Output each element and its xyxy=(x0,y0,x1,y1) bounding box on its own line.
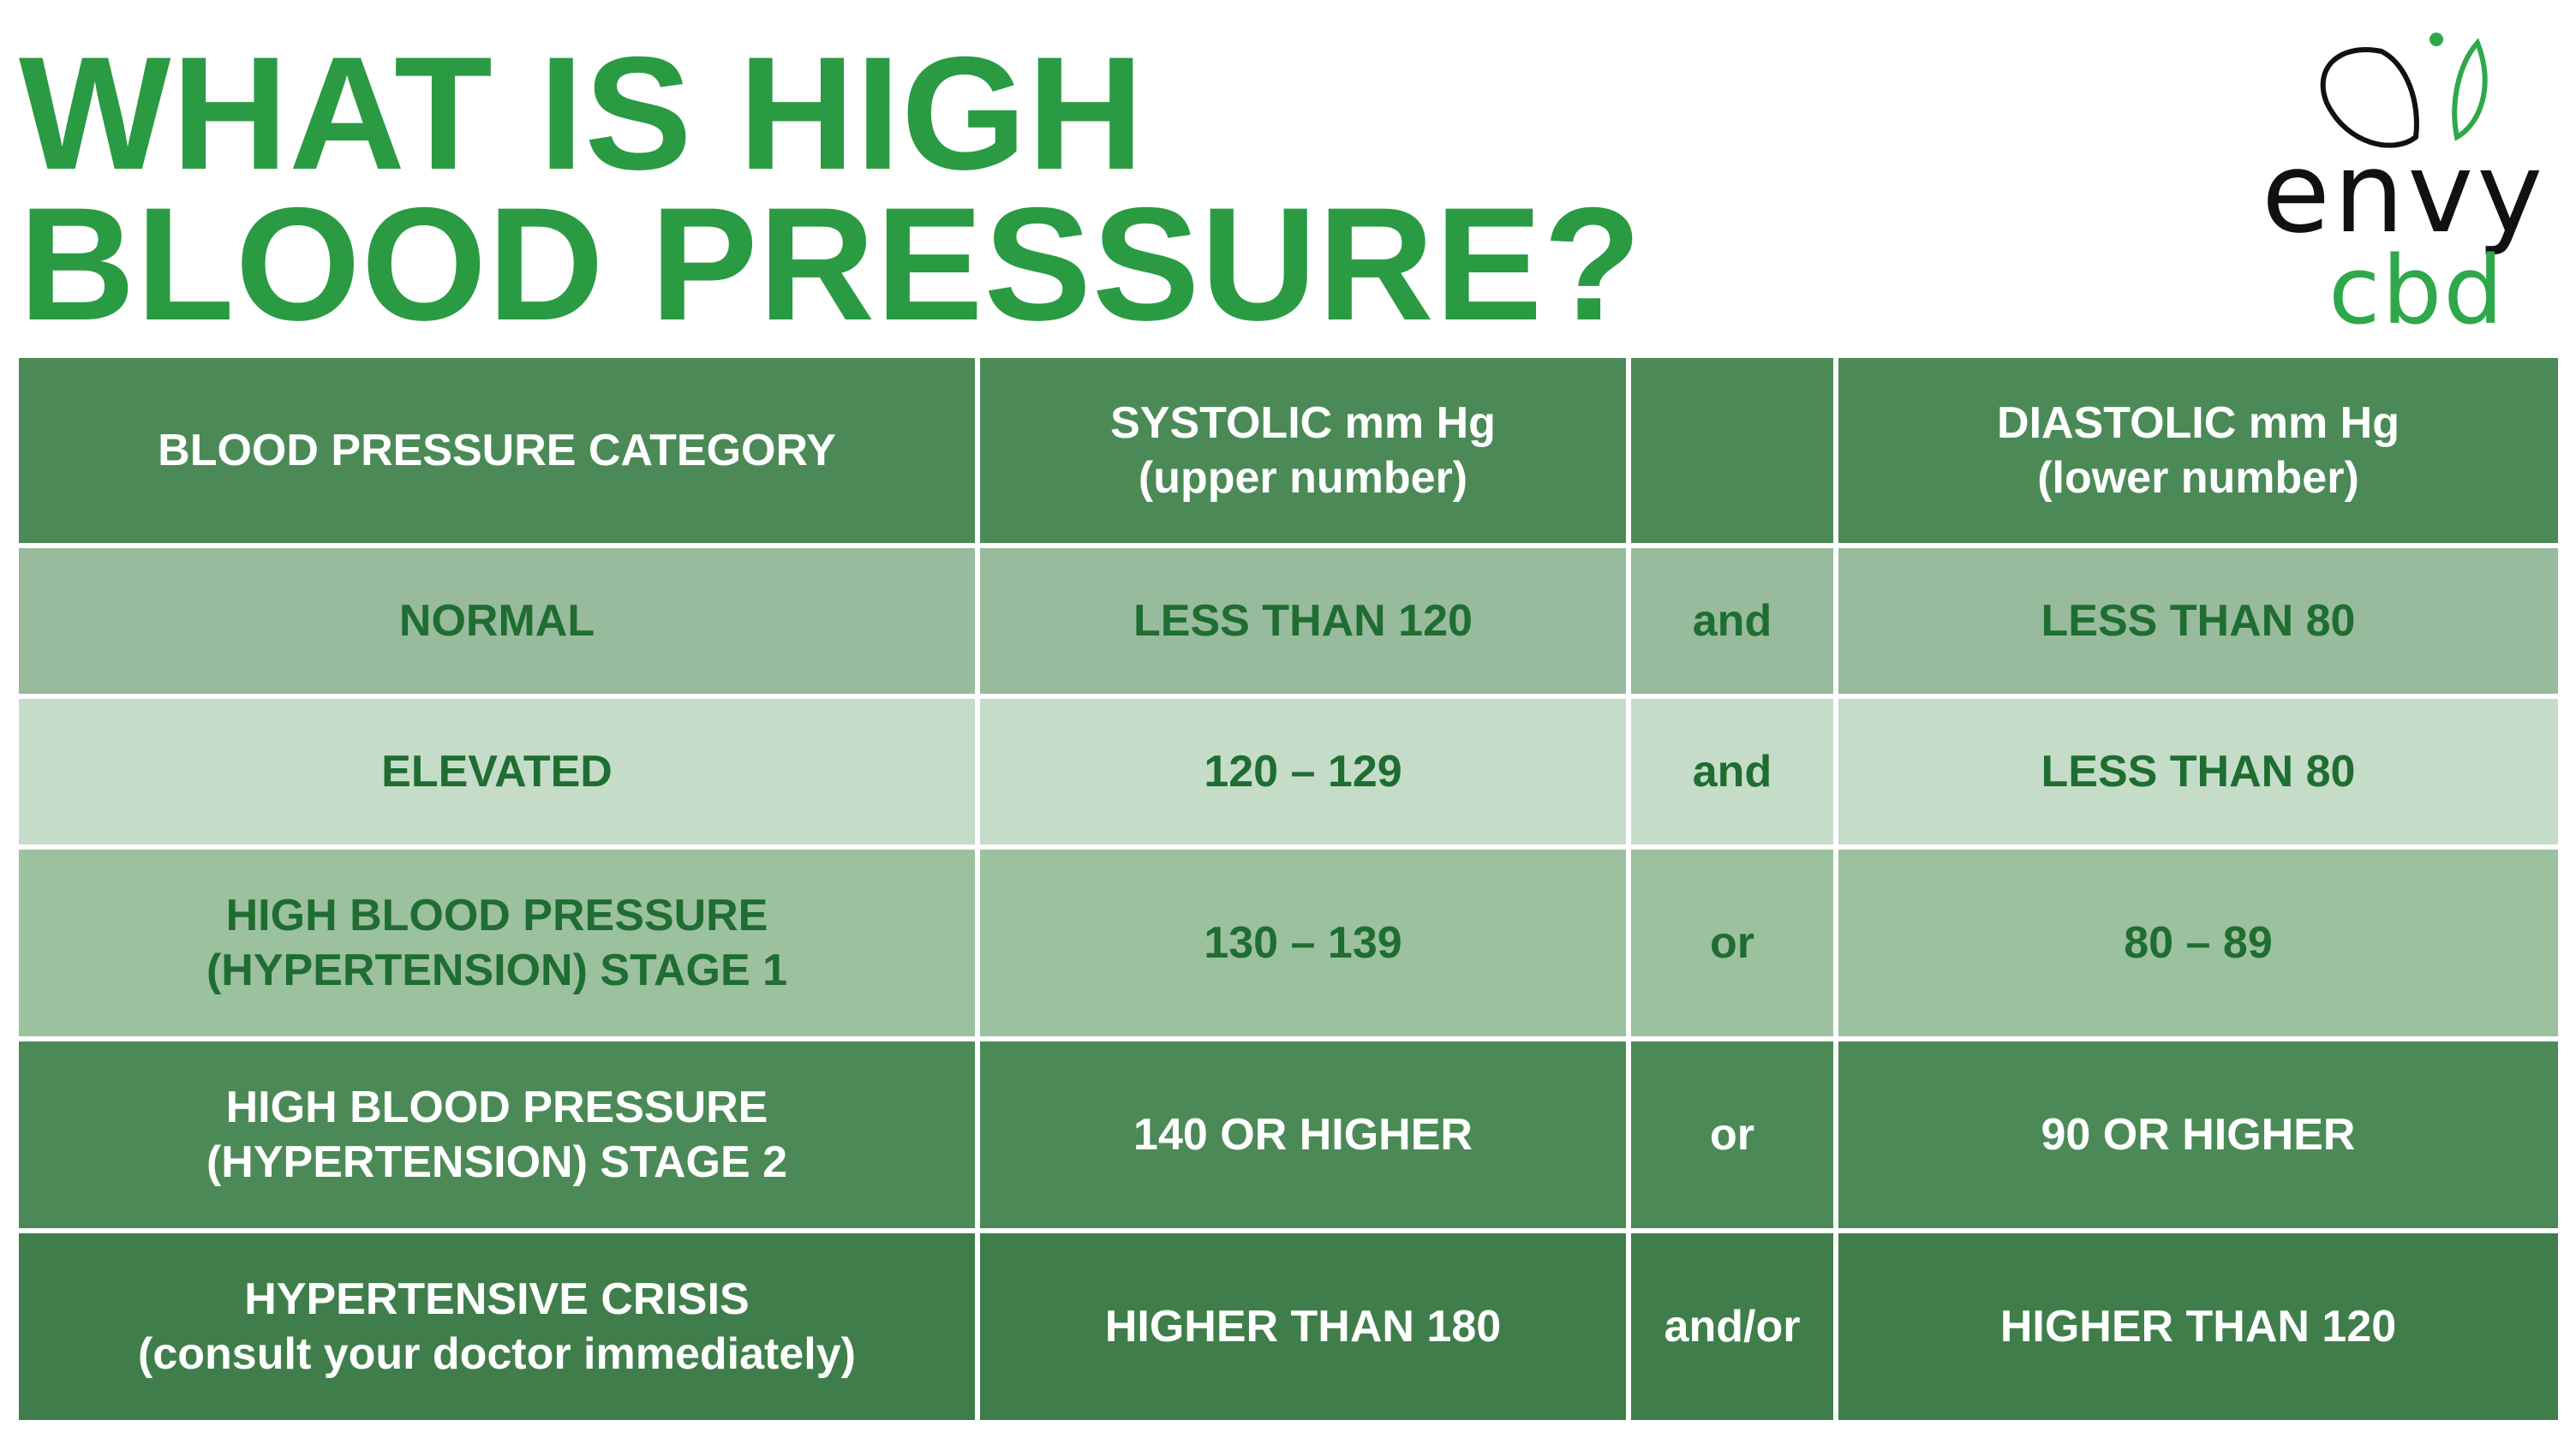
header-connector xyxy=(1631,358,1833,543)
table-row-stage-1: HIGH BLOOD PRESSURE (HYPERTENSION) STAGE… xyxy=(19,850,2558,1036)
diastolic-cell: LESS THAN 80 xyxy=(1838,548,2558,694)
category-cell: ELEVATED xyxy=(19,699,975,844)
category-sublabel: (HYPERTENSION) STAGE 1 xyxy=(206,946,787,995)
table-header-row: BLOOD PRESSURE CATEGORY SYSTOLIC mm Hg (… xyxy=(19,358,2558,543)
connector-cell: and/or xyxy=(1631,1233,1833,1420)
category-cell: HYPERTENSIVE CRISIS (consult your doctor… xyxy=(19,1233,975,1420)
header-category-label: BLOOD PRESSURE CATEGORY xyxy=(158,426,836,475)
category-label: NORMAL xyxy=(398,596,595,646)
connector-cell: or xyxy=(1631,850,1833,1036)
table-row-crisis: HYPERTENSIVE CRISIS (consult your doctor… xyxy=(19,1233,2558,1420)
right-leaf xyxy=(2452,38,2488,141)
diastolic-cell: 90 OR HIGHER xyxy=(1838,1041,2558,1228)
connector-cell: and xyxy=(1631,548,1833,694)
header-systolic: SYSTOLIC mm Hg (upper number) xyxy=(980,358,1626,543)
systolic-cell: 140 OR HIGHER xyxy=(980,1041,1626,1228)
table-row-normal: NORMAL LESS THAN 120 and LESS THAN 80 xyxy=(19,548,2558,694)
category-cell: NORMAL xyxy=(19,548,975,694)
title-line-1: WHAT IS HIGH xyxy=(19,23,1145,203)
systolic-cell: 130 – 139 xyxy=(980,850,1626,1036)
header-diastolic-label: DIASTOLIC mm Hg xyxy=(1997,398,2400,448)
header-diastolic: DIASTOLIC mm Hg (lower number) xyxy=(1838,358,2558,543)
table-row-stage-2: HIGH BLOOD PRESSURE (HYPERTENSION) STAGE… xyxy=(19,1041,2558,1228)
header-diastolic-sublabel: (lower number) xyxy=(2037,453,2359,503)
systolic-cell: LESS THAN 120 xyxy=(980,548,1626,694)
left-leaf xyxy=(2320,47,2419,148)
connector-cell: or xyxy=(1631,1041,1833,1228)
diastolic-cell: 80 – 89 xyxy=(1838,850,2558,1036)
category-label: ELEVATED xyxy=(381,747,613,797)
leaf-icon xyxy=(2320,33,2488,148)
category-cell: HIGH BLOOD PRESSURE (HYPERTENSION) STAGE… xyxy=(19,850,975,1036)
systolic-cell: HIGHER THAN 180 xyxy=(980,1233,1626,1420)
title-line-2: BLOOD PRESSURE? xyxy=(19,174,1643,354)
table-row-elevated: ELEVATED 120 – 129 and LESS THAN 80 xyxy=(19,699,2558,844)
logo-dot xyxy=(2430,33,2443,46)
logo-word-envy: envy xyxy=(2262,128,2547,258)
header-systolic-label: SYSTOLIC mm Hg xyxy=(1110,398,1496,448)
systolic-cell: 120 – 129 xyxy=(980,699,1626,844)
category-label: HYPERTENSIVE CRISIS xyxy=(244,1274,750,1324)
diastolic-cell: HIGHER THAN 120 xyxy=(1838,1233,2558,1420)
category-label: HIGH BLOOD PRESSURE xyxy=(225,1083,768,1132)
diastolic-cell: LESS THAN 80 xyxy=(1838,699,2558,844)
header-category: BLOOD PRESSURE CATEGORY xyxy=(19,358,975,543)
blood-pressure-table: BLOOD PRESSURE CATEGORY SYSTOLIC mm Hg (… xyxy=(14,353,2563,1425)
logo-word-cbd: cbd xyxy=(2328,236,2506,345)
page-title: WHAT IS HIGH BLOOD PRESSURE? xyxy=(19,23,1643,354)
category-sublabel: (consult your doctor immediately) xyxy=(138,1329,856,1379)
connector-cell: and xyxy=(1631,699,1833,844)
category-label: HIGH BLOOD PRESSURE xyxy=(225,891,768,940)
envy-cbd-logo: envy cbd xyxy=(2244,17,2570,343)
category-sublabel: (HYPERTENSION) STAGE 2 xyxy=(206,1137,787,1187)
header-systolic-sublabel: (upper number) xyxy=(1138,453,1468,503)
category-cell: HIGH BLOOD PRESSURE (HYPERTENSION) STAGE… xyxy=(19,1041,975,1228)
